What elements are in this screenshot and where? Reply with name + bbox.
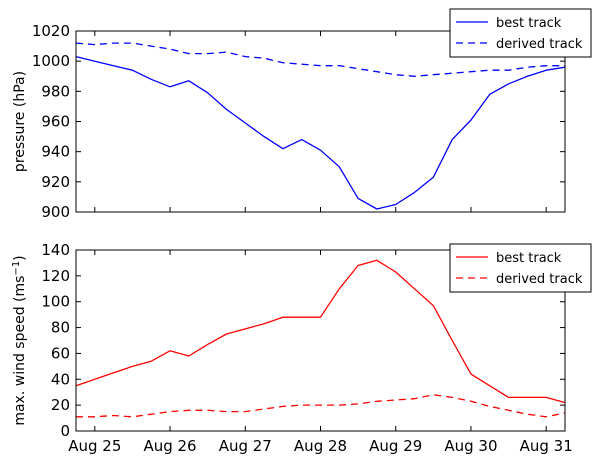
y-tick-label: 1020 [32, 22, 70, 40]
x-tick-label: Aug 31 [520, 437, 573, 455]
series-line-best-track [75, 55, 566, 210]
y-tick-label: 1000 [32, 52, 70, 70]
series-line-derived-track [76, 394, 566, 418]
y-tick-label: 940 [41, 143, 70, 161]
series-line-derived-track [75, 42, 565, 77]
x-tick-label: Aug 28 [294, 437, 347, 455]
x-tick-label: Aug 25 [68, 437, 121, 455]
y-tick-label: 920 [41, 173, 70, 191]
y-tick-label: 120 [41, 267, 70, 285]
axes-frame [75, 30, 566, 213]
y-tick-label: 60 [51, 344, 70, 362]
y-axis-label-superscript: −1 [11, 261, 22, 276]
legend-label: derived track [496, 272, 583, 287]
y-tick-label: 140 [41, 241, 70, 259]
pressure-panel: 900 920 940 960 980 1000 1020 pressure (hPa) bes… [12, 8, 592, 221]
y-tick-label: 0 [60, 422, 70, 440]
legend-box [449, 243, 592, 293]
y-tick-label: 980 [41, 82, 70, 100]
y-tick-label: 80 [51, 319, 70, 337]
wind-speed-panel: 0 20 40 60 80 100 120 140 Aug 25 Aug 26 Aug 27 Aug … [11, 241, 592, 455]
y-axis-label: max. wind speed (ms−1) [11, 255, 29, 425]
y-tick-label: 100 [41, 293, 70, 311]
legend-box [449, 8, 592, 58]
y-tick-label: 900 [41, 203, 70, 221]
x-tick-label: Aug 30 [444, 437, 497, 455]
y-tick-label: 960 [41, 113, 70, 131]
y-axis-label: pressure (hPa) [12, 71, 28, 172]
legend-label: derived track [496, 37, 583, 52]
y-tick-label: 20 [51, 396, 70, 414]
x-tick-label: Aug 29 [369, 437, 422, 455]
series-line-best-track [75, 259, 566, 404]
legend-label: best track [496, 251, 562, 266]
x-tick-label: Aug 27 [219, 437, 272, 455]
legend-label: best track [496, 16, 562, 31]
y-tick-label: 40 [51, 370, 70, 388]
x-tick-label: Aug 26 [143, 437, 196, 455]
